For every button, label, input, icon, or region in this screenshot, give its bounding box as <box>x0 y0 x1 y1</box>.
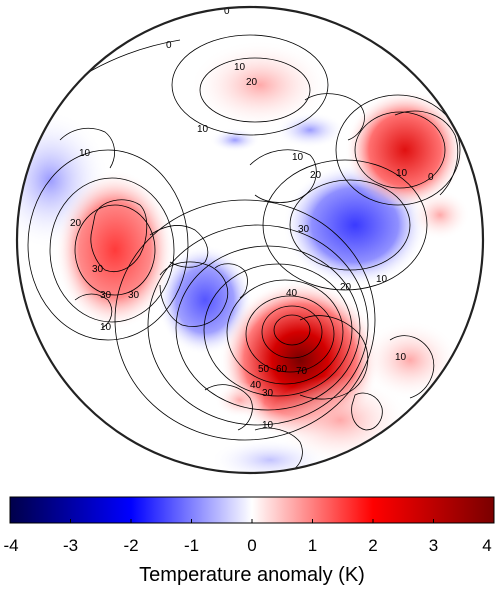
warm-anomaly-india <box>360 320 460 400</box>
africa-coast <box>204 384 253 431</box>
colorbar-ticks: -4 -3 -2 -1 0 1 2 3 4 <box>3 519 495 555</box>
colorbar-label: Temperature anomaly (K) <box>139 564 365 586</box>
contour-high-center <box>175 245 361 411</box>
contour-high-center <box>147 224 369 426</box>
middle-east-coast <box>254 427 303 473</box>
cool-anomaly-central-asia <box>210 438 330 473</box>
contour-greenland <box>49 177 175 323</box>
contour-label: 20 <box>70 218 82 229</box>
contour-high-center <box>203 263 353 397</box>
contour-canada-low <box>289 179 411 271</box>
contour-pacific-low <box>335 94 461 206</box>
contour-label: 0 <box>224 6 230 17</box>
colorbar-tick-label: -4 <box>3 536 18 555</box>
arctic-canada-coast <box>149 225 209 268</box>
contour-label: 40 <box>286 288 298 299</box>
contour-high-center <box>114 199 376 441</box>
contour-label: 10 <box>396 168 408 179</box>
warm-anomaly-east-pacific <box>410 190 470 240</box>
contour-north-pacific <box>199 57 311 123</box>
contour-label: 30 <box>128 290 140 301</box>
colorbar-tick-label: 3 <box>429 536 438 555</box>
india-coast <box>389 335 435 399</box>
contour-greenland <box>74 204 156 296</box>
anomaly-field <box>17 40 470 473</box>
contour-pacific-low <box>354 111 446 189</box>
contour-label: 20 <box>310 170 322 181</box>
colorbar-tick-label: 1 <box>308 536 317 555</box>
colorbar-tick-label: -1 <box>184 536 199 555</box>
hudson-bay-coast <box>74 293 113 329</box>
map-frame <box>15 5 485 475</box>
contour-label: 30 <box>100 290 112 301</box>
warm-anomaly-greenland <box>55 170 175 330</box>
contour-high-center <box>261 305 323 359</box>
alaska-coast <box>304 93 365 141</box>
contour-labels: 0 10 20 10 10 20 30 30 30 10 10 20 30 40… <box>70 6 434 431</box>
contour-label: 50 <box>258 364 270 375</box>
contour-label: 0 <box>166 40 172 51</box>
contour-label: 20 <box>246 77 258 88</box>
contour-label: 60 <box>276 364 288 375</box>
contour-label: 10 <box>292 152 304 163</box>
contour-label: 10 <box>262 420 274 431</box>
contour-label: 70 <box>296 366 308 377</box>
contour-high-center <box>226 279 344 385</box>
warm-anomaly-north-pacific <box>345 90 465 210</box>
cool-anomaly-arctic <box>210 128 260 152</box>
contour-label: 10 <box>234 62 246 73</box>
colorbar-tick-label: 4 <box>482 536 491 555</box>
colorbar-gradient <box>9 496 495 524</box>
colorbar-tick-label: 0 <box>247 536 256 555</box>
cool-anomaly-bering <box>275 112 345 148</box>
contour-label: 20 <box>340 282 352 293</box>
contour-label: 40 <box>250 380 262 391</box>
contour-label: 10 <box>395 352 407 363</box>
contour-north-pacific <box>171 34 329 136</box>
colorbar-tick-label: -2 <box>123 536 138 555</box>
contour-label: 10 <box>376 274 388 285</box>
contour-label: 30 <box>262 388 274 399</box>
atlantic-coast-west <box>59 127 115 169</box>
japan-coast <box>351 392 383 431</box>
greenland-coast <box>90 199 148 272</box>
contour-label: 30 <box>298 224 310 235</box>
contour-high-center <box>273 314 311 346</box>
contour-greenland <box>27 149 189 341</box>
europe-coast <box>159 261 229 327</box>
contour-label: 10 <box>197 124 209 135</box>
contour-label: 10 <box>79 148 91 159</box>
contour-high-center <box>245 295 335 373</box>
warm-anomaly-pacific <box>190 40 330 130</box>
contour-label: 10 <box>100 322 112 333</box>
contour-canada-low <box>262 159 428 291</box>
colorbar: -4 -3 -2 -1 0 1 2 3 4 Temperature anomaly (K) <box>3 496 495 586</box>
siberia-coast <box>249 149 317 203</box>
scandinavia-coast <box>214 263 248 299</box>
colorbar-tick-label: 2 <box>368 536 377 555</box>
colorbar-tick-label: -3 <box>63 536 78 555</box>
contour-label: 30 <box>92 264 104 275</box>
contour-label: 0 <box>428 172 434 183</box>
